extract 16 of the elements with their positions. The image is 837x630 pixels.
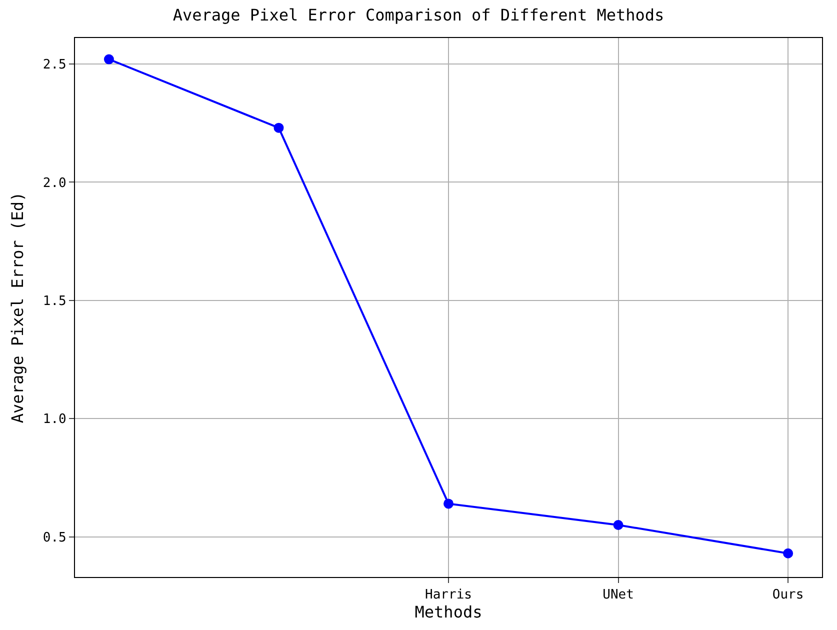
x-tick-label: UNet: [602, 588, 634, 603]
y-tick-label: 2.5: [42, 58, 66, 73]
point: [613, 520, 624, 530]
y-axis-title: Average Pixel Error (Ed): [8, 192, 27, 424]
y-tick-label: 0.5: [42, 530, 66, 546]
y-tick-label: 2.0: [42, 176, 66, 191]
x-tick-label: Ours: [772, 588, 804, 603]
point: [274, 122, 284, 133]
point: [444, 498, 454, 509]
x-axis-title: Methods: [414, 602, 482, 622]
point: [104, 54, 114, 64]
y-tick-label: 1.5: [42, 294, 66, 309]
y-tick-label: 1.0: [42, 412, 66, 428]
x-tick-label: Harris: [425, 588, 472, 603]
point: [783, 548, 794, 558]
chart-title: Average Pixel Error Comparison of Different Methods: [172, 6, 664, 25]
